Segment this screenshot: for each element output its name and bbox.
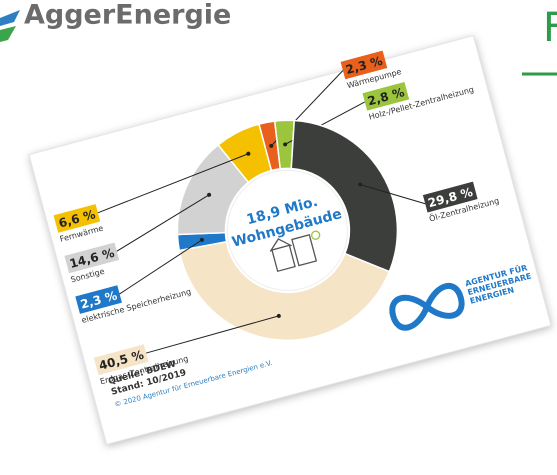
logo-icon-green <box>0 26 16 42</box>
agency-logo-mark <box>389 282 465 331</box>
value-label-box <box>340 50 388 80</box>
brand-logo: AggerEnergie <box>0 0 231 42</box>
leader-dot <box>199 237 204 242</box>
value-label-box <box>422 181 478 213</box>
leader-dot <box>246 151 251 156</box>
donut-segment <box>290 119 399 273</box>
donut-segment <box>217 123 273 184</box>
leader-line <box>116 194 210 252</box>
value-label-box <box>53 204 101 233</box>
house-icons <box>269 230 321 273</box>
logo-icon-blue <box>0 10 20 26</box>
leader-dot <box>207 192 212 197</box>
donut-segment <box>178 240 391 342</box>
brand-name: AggerEnergie <box>24 0 231 31</box>
page-heading: F <box>543 5 557 51</box>
value-label-box <box>93 344 149 376</box>
leader-line <box>360 184 426 205</box>
value-label-box <box>362 81 410 111</box>
donut-hole <box>226 169 348 291</box>
leader-line <box>146 315 279 354</box>
leader-line <box>119 239 203 295</box>
leader-dot <box>269 143 274 148</box>
leader-dot <box>283 142 288 147</box>
value-label-box <box>64 242 120 274</box>
leader-line <box>97 153 249 214</box>
leader-dot <box>276 313 281 318</box>
value-label-box <box>75 285 122 314</box>
leader-dot <box>358 182 363 187</box>
